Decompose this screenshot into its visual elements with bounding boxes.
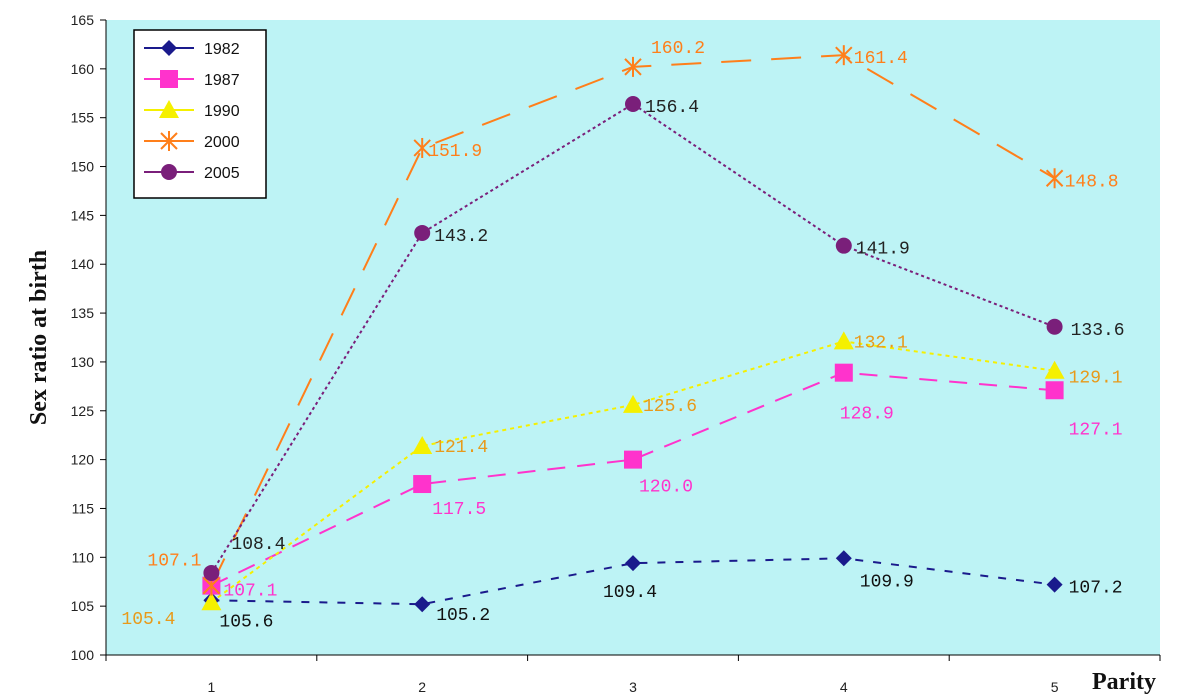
data-label-1987: 128.9 [840, 405, 894, 425]
data-label-1982: 107.2 [1069, 579, 1123, 599]
y-tick-label: 160 [71, 61, 95, 77]
series-line-1990 [210, 340, 1055, 604]
series-line-1982 [211, 557, 1055, 606]
x-tick-label: 5 [1051, 679, 1059, 695]
data-point-1987 [624, 450, 642, 469]
legend-marker-1987 [160, 70, 178, 88]
data-label-1982: 105.6 [219, 612, 273, 632]
data-label-2005: 143.2 [434, 227, 488, 247]
data-point-1990 [1044, 360, 1065, 379]
y-tick-label: 140 [71, 256, 95, 272]
data-label-1990: 132.1 [854, 333, 908, 353]
y-tick-label: 115 [72, 500, 95, 516]
y-axis-title: Sex ratio at birth [26, 250, 52, 425]
legend-marker-1982 [161, 40, 177, 56]
y-tick-label: 145 [71, 207, 95, 223]
y-tick-label: 135 [71, 305, 95, 321]
data-label-1987: 127.1 [1069, 420, 1123, 440]
y-tick-label: 120 [71, 452, 95, 468]
legend: 1982 1987 1990 2000 2005 [133, 29, 267, 199]
data-point-2000 [413, 137, 431, 158]
legend-marker-1990 [159, 100, 179, 118]
x-axis-ticks: 1 2 3 4 5 [105, 655, 1161, 695]
data-point-1987 [413, 475, 432, 494]
data-label-1987: 107.1 [223, 582, 277, 602]
data-point-2000 [1045, 168, 1064, 189]
data-point-1982 [414, 596, 431, 613]
y-tick-label: 155 [71, 110, 95, 126]
data-point-2000 [835, 45, 853, 66]
data-point-1982 [625, 555, 641, 572]
data-point-1990 [412, 435, 433, 454]
legend-entry: 1990 [204, 103, 240, 120]
data-label-1990: 121.4 [434, 438, 488, 458]
data-point-1990 [623, 394, 643, 413]
data-label-1987: 117.5 [432, 500, 486, 520]
data-label-1987: 120.0 [639, 478, 693, 498]
x-tick-label: 4 [840, 679, 848, 695]
y-tick-label: 100 [71, 647, 95, 663]
data-label-2000: 151.9 [428, 142, 482, 162]
data-label-2000: 161.4 [854, 49, 908, 69]
legend-entry: 1982 [204, 41, 240, 58]
data-label-2000: 148.8 [1065, 172, 1119, 192]
series-line-2005 [210, 102, 1055, 574]
data-point-2005 [1046, 318, 1063, 335]
data-label-1982: 109.4 [603, 583, 657, 603]
data-point-2005 [203, 564, 220, 581]
x-axis-title: Parity [1092, 669, 1156, 695]
data-label-2005: 108.4 [231, 535, 285, 555]
data-label-2005: 133.6 [1071, 321, 1125, 341]
x-tick-label: 3 [629, 679, 637, 695]
y-tick-label: 105 [71, 598, 95, 614]
legend-entry: 2005 [204, 165, 240, 182]
y-tick-label: 150 [71, 159, 95, 175]
data-label-1982: 105.2 [436, 606, 490, 626]
data-label-2000: 107.1 [147, 552, 201, 572]
data-label-1990: 105.4 [121, 610, 175, 630]
legend-box [133, 29, 267, 199]
y-tick-label: 130 [71, 354, 95, 370]
y-tick-label: 125 [71, 403, 95, 419]
data-point-1987 [834, 363, 853, 382]
data-label-1990: 129.1 [1069, 369, 1123, 389]
series-line-1987 [210, 371, 1055, 587]
data-label-2005: 141.9 [856, 240, 910, 260]
data-point-2005 [414, 224, 431, 241]
y-axis-ticks: 100 105 110 115 120 125 130 135 140 145 150 155 160 1… [71, 12, 106, 663]
y-tick-label: 165 [71, 12, 95, 28]
data-point-2000 [624, 56, 642, 77]
x-tick-label: 2 [418, 679, 426, 695]
data-point-1987 [1045, 381, 1064, 400]
legend-marker-2000 [160, 131, 178, 151]
data-point-2005 [625, 96, 641, 113]
y-tick-label: 110 [72, 549, 95, 565]
legend-entry: 2000 [204, 134, 240, 151]
series-markers [201, 45, 1065, 613]
data-label-1990: 125.6 [643, 397, 697, 417]
legend-marker-2005 [161, 164, 177, 180]
data-labels: 105.6 105.2 109.4 109.9 107.2 107.1 117.5 120.0… [121, 39, 1124, 632]
data-label-2005: 156.4 [645, 98, 699, 118]
legend-entry: 1987 [204, 72, 240, 89]
data-point-1982 [835, 550, 852, 567]
data-label-2000: 160.2 [651, 39, 705, 59]
x-tick-label: 1 [208, 679, 216, 695]
data-label-1982: 109.9 [860, 572, 914, 592]
data-point-1990 [201, 592, 222, 611]
data-point-1990 [833, 331, 854, 350]
data-point-2005 [835, 237, 852, 254]
data-point-1982 [1046, 576, 1063, 593]
